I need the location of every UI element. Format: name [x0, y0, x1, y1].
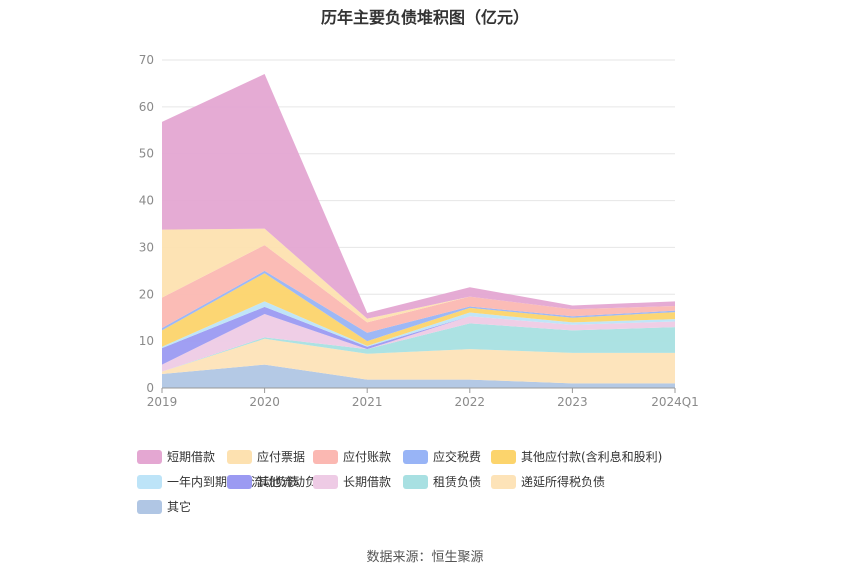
legend-swatch — [313, 449, 338, 464]
area-series — [162, 270, 675, 342]
legend-item[interactable]: 其它 — [137, 498, 191, 515]
x-tick-label: 2019 — [147, 395, 178, 409]
legend-label: 短期借款 — [167, 450, 216, 464]
x-tick-label: 2024Q1 — [651, 395, 699, 409]
area-series — [162, 364, 675, 388]
legend-swatch — [227, 474, 252, 489]
y-tick-label: 20 — [139, 287, 154, 301]
area-series — [162, 323, 675, 372]
x-tick-label: 2021 — [352, 395, 383, 409]
area-series — [162, 338, 675, 384]
legend-label: 长期借款 — [343, 475, 392, 489]
legend-swatch — [227, 449, 252, 464]
legend-swatch — [403, 449, 428, 464]
y-tick-label: 60 — [139, 100, 154, 114]
area-series — [162, 74, 675, 319]
y-tick-label: 40 — [139, 194, 154, 208]
legend-swatch — [313, 474, 338, 489]
y-tick-label: 30 — [139, 240, 154, 254]
area-layer — [162, 74, 675, 388]
chart-title: 历年主要负债堆积图（亿元） — [320, 8, 529, 27]
legend-label: 应付账款 — [343, 450, 392, 464]
area-series — [162, 245, 675, 333]
y-tick-label: 10 — [139, 334, 154, 348]
legend-swatch — [491, 449, 516, 464]
legend-item[interactable]: 应付账款 — [313, 448, 391, 465]
legend-label: 其它 — [167, 500, 192, 514]
legend-swatch — [137, 449, 162, 464]
legend-swatch — [137, 474, 162, 489]
legend-label: 应付票据 — [257, 450, 306, 464]
stacked-area-chart: 0 10 20 30 40 50 60 70 2019 2020 2021 2022 2023 2024Q… — [139, 53, 699, 409]
y-tick-label: 0 — [146, 381, 154, 395]
x-tick-label: 2022 — [455, 395, 486, 409]
legend-label: 递延所得税负债 — [521, 475, 606, 489]
legend-swatch — [403, 474, 428, 489]
legend-item[interactable]: 应交税费 — [403, 448, 481, 465]
y-tick-label: 50 — [139, 147, 154, 161]
legend-swatch — [491, 474, 516, 489]
x-tick-label: 2020 — [249, 395, 280, 409]
y-tick-label: 70 — [139, 53, 154, 67]
legend-item[interactable]: 其他流动负债 — [227, 473, 329, 490]
area-series — [162, 273, 675, 347]
legend-label: 应交税费 — [433, 450, 482, 464]
area-series — [162, 301, 675, 349]
legend-item[interactable]: 租赁负债 — [403, 473, 481, 490]
legend-item[interactable]: 长期借款 — [313, 473, 391, 490]
legend-label: 其他应付款(含利息和股利) — [521, 450, 663, 464]
area-series — [162, 306, 675, 365]
area-series — [162, 313, 675, 372]
legend-item[interactable]: 递延所得税负债 — [491, 473, 605, 490]
legend-swatch — [137, 499, 162, 514]
axis-layer: 0 10 20 30 40 50 60 70 2019 2020 2021 2022 2023 2024Q… — [139, 53, 699, 409]
legend-label: 其他流动负债 — [257, 475, 330, 489]
legend-item[interactable]: 短期借款 — [137, 448, 215, 465]
legend-label: 租赁负债 — [433, 475, 482, 489]
x-tick-label: 2023 — [557, 395, 588, 409]
legend-item[interactable]: 其他应付款(含利息和股利) — [491, 448, 662, 465]
data-source: 数据来源：恒生聚源 — [366, 550, 484, 565]
legend-item[interactable]: 应付票据 — [227, 448, 305, 465]
area-series — [162, 228, 675, 323]
